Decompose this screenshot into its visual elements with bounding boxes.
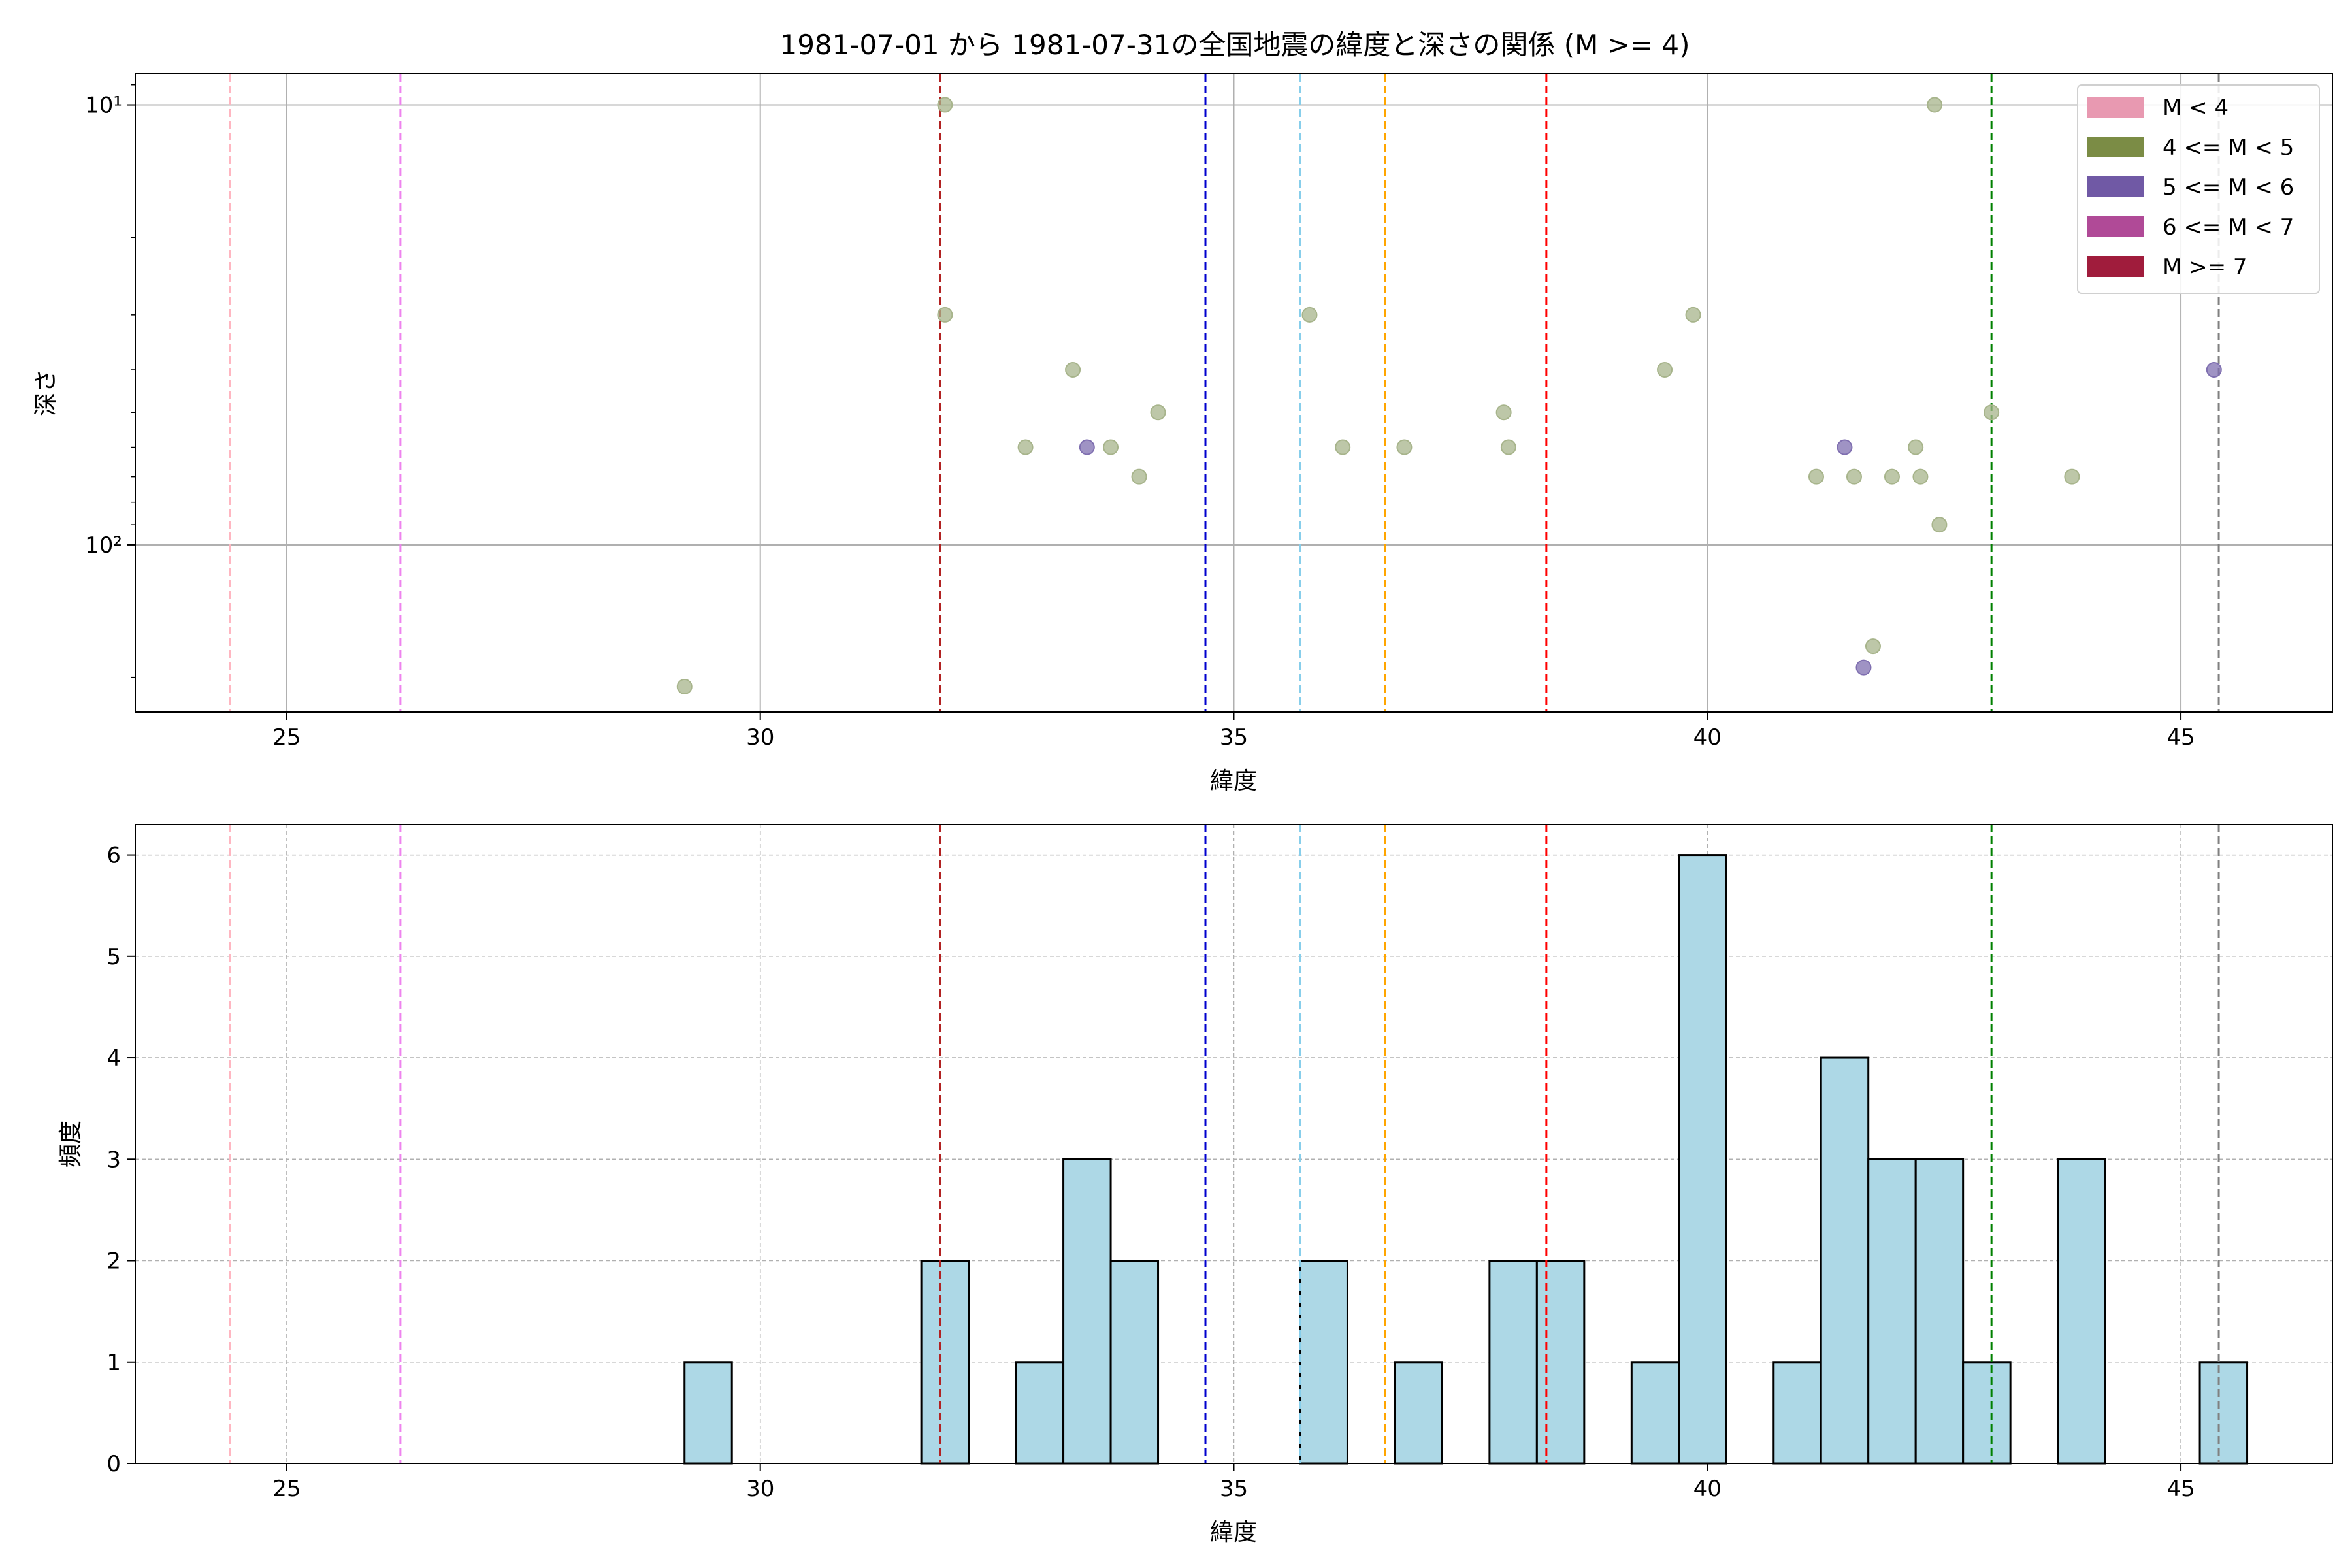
scatter-point (1657, 361, 1673, 378)
scatter-point (676, 678, 693, 694)
scatter-grid (135, 74, 2332, 712)
scatter-point (2206, 361, 2222, 378)
scatter-point (1927, 97, 1943, 113)
scatter-point (1301, 306, 1318, 323)
histogram-bar (1062, 1158, 1112, 1465)
scatter-point (2064, 468, 2080, 485)
histogram-y-tick-label: 3 (106, 1147, 121, 1173)
scatter-point (937, 97, 953, 113)
scatter-point (1984, 404, 2000, 421)
scatter-point (1808, 468, 1824, 485)
legend-swatch (2087, 137, 2144, 157)
scatter-y-ticks: 10¹ 10² (85, 84, 135, 678)
histogram-x-tick-label: 45 (2166, 1476, 2195, 1502)
histogram-bar (1535, 1260, 1586, 1465)
histogram-bar (1630, 1361, 1680, 1465)
legend-swatch (2087, 256, 2144, 277)
scatter-point (1500, 439, 1516, 455)
histogram-y-tick-label: 5 (106, 944, 121, 970)
scatter-x-tick-label: 35 (1220, 725, 1248, 751)
legend-swatch (2087, 97, 2144, 118)
scatter-x-axis-label: 緯度 (1210, 768, 1257, 794)
scatter-point (1846, 468, 1862, 485)
scatter-point (1335, 439, 1351, 455)
histogram-bar (1015, 1361, 1065, 1465)
scatter-panel: 25 30 35 40 45 10¹ 10² 緯度 深さ M < 4 4 <= M < 5 5… (33, 73, 2333, 794)
histogram-bar (1820, 1056, 1870, 1465)
histogram-bar (1867, 1158, 1917, 1465)
scatter-x-ticks: 25 30 35 40 45 (272, 712, 2195, 751)
histogram-bar (920, 1260, 970, 1465)
scatter-point (1396, 439, 1413, 455)
legend-label: 5 <= M < 6 (2163, 174, 2294, 201)
legend-swatch (2087, 176, 2144, 197)
histogram-reference-lines (229, 825, 2220, 1463)
scatter-reference-lines (229, 74, 2220, 712)
histogram-x-ticks: 25 30 35 40 45 (272, 1463, 2195, 1502)
histogram-bar (2057, 1158, 2106, 1465)
scatter-x-tick-label: 30 (746, 725, 774, 751)
scatter-point (1079, 439, 1095, 455)
legend-label: M < 4 (2163, 95, 2229, 121)
histogram-bar (1772, 1361, 1822, 1465)
scatter-point (1065, 361, 1081, 378)
scatter-point (1837, 439, 1853, 455)
histogram-bar (2198, 1361, 2249, 1465)
legend-label: M >= 7 (2163, 254, 2247, 280)
histogram-y-tick-label: 2 (106, 1249, 121, 1275)
histogram-bar (1488, 1260, 1538, 1465)
scatter-point (1884, 468, 1900, 485)
histogram-y-ticks: 0 1 2 3 4 5 6 (106, 843, 135, 1477)
scatter-point (1103, 439, 1119, 455)
legend-label: 6 <= M < 7 (2163, 214, 2294, 240)
histogram-bar (1962, 1361, 2012, 1465)
scatter-y-tick-label: 10² (85, 532, 122, 559)
histogram-bar (1394, 1361, 1443, 1465)
histogram-bar (1109, 1260, 1160, 1465)
scatter-x-tick-label: 45 (2166, 725, 2195, 751)
scatter-points (676, 97, 2222, 694)
histogram-y-tick-label: 1 (106, 1350, 121, 1376)
histogram-y-tick-label: 6 (106, 843, 121, 869)
histogram-x-tick-label: 30 (746, 1476, 774, 1502)
scatter-point (937, 306, 953, 323)
histogram-y-tick-label: 0 (106, 1451, 121, 1477)
histogram-bar (1299, 1260, 1348, 1465)
legend-label: 4 <= M < 5 (2163, 135, 2294, 161)
scatter-y-axis-label: 深さ (33, 369, 59, 416)
histogram-bar (683, 1361, 733, 1465)
scatter-point (1865, 638, 1881, 655)
chart-title: 1981-07-01 から 1981-07-31の全国地震の緯度と深さの関係 (… (779, 29, 1690, 61)
histogram-y-axis-label: 頻度 (57, 1120, 84, 1168)
scatter-y-tick-label: 10¹ (85, 93, 122, 119)
histogram-bar (1678, 854, 1727, 1465)
histogram-x-tick-label: 25 (272, 1476, 301, 1502)
histogram-bar (1914, 1158, 1965, 1465)
scatter-x-tick-label: 25 (272, 725, 301, 751)
histogram-bars (683, 854, 2249, 1465)
histogram-y-tick-label: 4 (106, 1045, 121, 1071)
scatter-point (1931, 517, 1948, 533)
scatter-point (1495, 404, 1512, 421)
scatter-point (1685, 306, 1701, 323)
scatter-point (1131, 468, 1147, 485)
scatter-x-tick-label: 40 (1693, 725, 1722, 751)
histogram-x-tick-label: 35 (1220, 1476, 1248, 1502)
legend: M < 4 4 <= M < 5 5 <= M < 6 6 <= M < 7 M >= … (2077, 84, 2320, 294)
histogram-x-axis-label: 緯度 (1210, 1519, 1257, 1546)
legend-swatch (2087, 216, 2144, 237)
scatter-point (1855, 659, 1872, 676)
scatter-point (1150, 404, 1166, 421)
scatter-point (1017, 439, 1034, 455)
histogram-x-tick-label: 40 (1693, 1476, 1722, 1502)
scatter-point (1908, 439, 1924, 455)
scatter-point (1912, 468, 1929, 485)
